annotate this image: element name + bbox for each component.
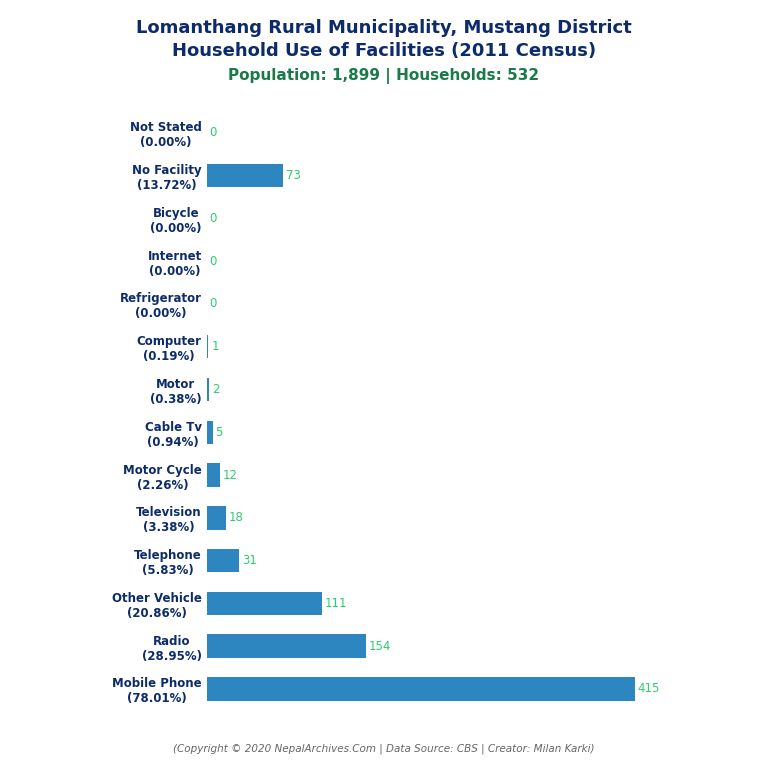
Bar	[207, 677, 634, 700]
Text: Lomanthang Rural Municipality, Mustang District: Lomanthang Rural Municipality, Mustang D…	[136, 19, 632, 37]
Bar	[207, 164, 283, 187]
Text: 415: 415	[637, 682, 660, 695]
Text: 111: 111	[325, 597, 347, 610]
Bar	[207, 378, 210, 401]
Text: 2: 2	[213, 383, 220, 396]
Bar	[207, 549, 240, 572]
Bar	[207, 634, 366, 658]
Text: Household Use of Facilities (2011 Census): Household Use of Facilities (2011 Census…	[172, 42, 596, 60]
Bar	[207, 335, 208, 359]
Text: 12: 12	[223, 468, 238, 482]
Text: 0: 0	[210, 127, 217, 140]
Bar	[207, 506, 226, 530]
Text: (Copyright © 2020 NepalArchives.Com | Data Source: CBS | Creator: Milan Karki): (Copyright © 2020 NepalArchives.Com | Da…	[174, 743, 594, 754]
Text: 5: 5	[216, 425, 223, 439]
Text: 1: 1	[211, 340, 219, 353]
Text: 18: 18	[229, 511, 244, 525]
Text: 0: 0	[210, 297, 217, 310]
Text: 0: 0	[210, 255, 217, 268]
Bar	[207, 591, 322, 615]
Text: 0: 0	[210, 212, 217, 225]
Text: 31: 31	[243, 554, 257, 567]
Text: 73: 73	[286, 169, 300, 182]
Text: Population: 1,899 | Households: 532: Population: 1,899 | Households: 532	[228, 68, 540, 84]
Bar	[207, 421, 213, 444]
Bar	[207, 463, 220, 487]
Text: 154: 154	[369, 640, 392, 653]
